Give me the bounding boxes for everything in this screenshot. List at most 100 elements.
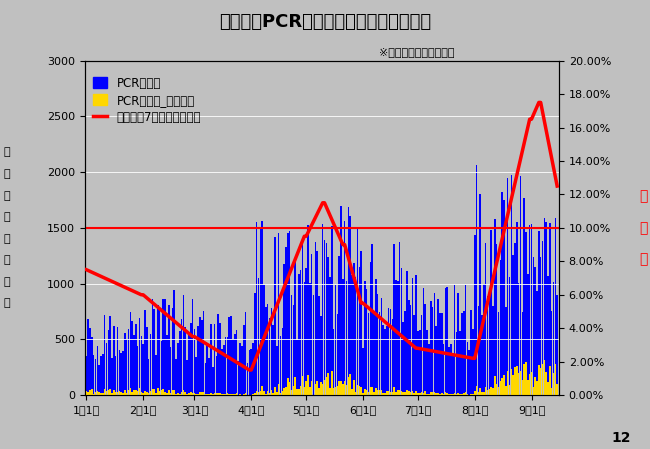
Bar	[463, 393, 465, 395]
Bar	[311, 254, 313, 395]
Bar	[311, 381, 313, 395]
Bar	[306, 268, 307, 395]
Bar	[487, 295, 488, 395]
Bar	[397, 281, 398, 395]
Bar	[298, 389, 300, 395]
Bar	[122, 393, 124, 395]
Bar	[551, 312, 552, 395]
Bar	[320, 382, 322, 395]
Text: 数: 数	[3, 212, 10, 222]
Bar	[289, 231, 291, 395]
Bar	[268, 318, 270, 395]
Bar	[107, 330, 109, 395]
Bar	[223, 394, 224, 395]
Bar	[225, 337, 226, 395]
Bar	[346, 281, 347, 395]
Text: ※県オープンデータより: ※県オープンデータより	[379, 47, 454, 57]
Bar	[489, 389, 490, 395]
Bar	[445, 288, 446, 395]
Bar	[512, 255, 514, 395]
Bar	[498, 312, 499, 395]
Bar	[307, 375, 309, 395]
Bar	[476, 165, 477, 395]
Bar	[239, 343, 241, 395]
Bar	[205, 394, 206, 395]
Bar	[516, 366, 517, 395]
Bar	[471, 310, 472, 395]
Bar	[538, 231, 539, 395]
Text: 数: 数	[3, 298, 10, 308]
Bar	[216, 356, 217, 395]
Bar	[115, 392, 116, 395]
Bar	[551, 388, 552, 395]
Bar	[272, 325, 274, 395]
Bar	[285, 247, 287, 395]
Bar	[177, 393, 179, 395]
Bar	[259, 229, 261, 395]
Bar	[153, 309, 155, 395]
Bar	[461, 313, 463, 395]
Bar	[170, 393, 172, 395]
Bar	[166, 393, 168, 395]
Bar	[241, 346, 243, 395]
Bar	[364, 389, 365, 395]
Bar	[326, 377, 327, 395]
Bar	[234, 394, 235, 395]
Bar	[126, 339, 127, 395]
Bar	[377, 390, 378, 395]
Bar	[86, 392, 87, 395]
Bar	[138, 318, 140, 395]
Bar	[185, 392, 186, 395]
Bar	[142, 393, 144, 395]
Bar	[417, 393, 419, 395]
Bar	[509, 385, 510, 395]
Bar	[287, 378, 289, 395]
Bar	[296, 339, 298, 395]
Bar	[203, 392, 204, 395]
Bar	[144, 311, 146, 395]
Bar	[177, 343, 179, 395]
Bar	[536, 291, 538, 395]
Bar	[230, 393, 232, 395]
Bar	[328, 257, 329, 395]
Bar	[428, 343, 430, 395]
Bar	[250, 349, 252, 395]
Bar	[95, 392, 96, 395]
Bar	[485, 243, 486, 395]
Bar	[362, 393, 364, 395]
Bar	[157, 305, 159, 395]
Bar	[500, 381, 501, 395]
Bar	[162, 299, 164, 395]
Bar	[187, 394, 188, 395]
Bar	[188, 393, 190, 395]
Bar	[198, 394, 199, 395]
Bar	[127, 329, 129, 395]
Bar	[452, 356, 454, 395]
Bar	[498, 387, 499, 395]
Bar	[100, 393, 102, 395]
Bar	[146, 327, 148, 395]
Bar	[294, 377, 296, 395]
Bar	[146, 392, 148, 395]
Text: 性: 性	[640, 221, 647, 235]
Bar	[344, 221, 345, 395]
Bar	[236, 330, 237, 395]
Bar	[411, 391, 413, 395]
Bar	[276, 392, 278, 395]
Bar	[340, 206, 342, 395]
Bar	[518, 373, 519, 395]
Bar	[494, 219, 496, 395]
Bar	[161, 341, 162, 395]
Bar	[216, 393, 217, 395]
Bar	[366, 289, 367, 395]
Bar	[174, 390, 175, 395]
Bar	[292, 386, 294, 395]
Bar	[556, 295, 558, 395]
Text: 性: 性	[3, 277, 10, 287]
Bar	[302, 376, 304, 395]
Bar	[540, 369, 541, 395]
Bar	[322, 384, 324, 395]
Bar	[474, 235, 476, 395]
Bar	[179, 394, 181, 395]
Bar	[382, 393, 384, 395]
